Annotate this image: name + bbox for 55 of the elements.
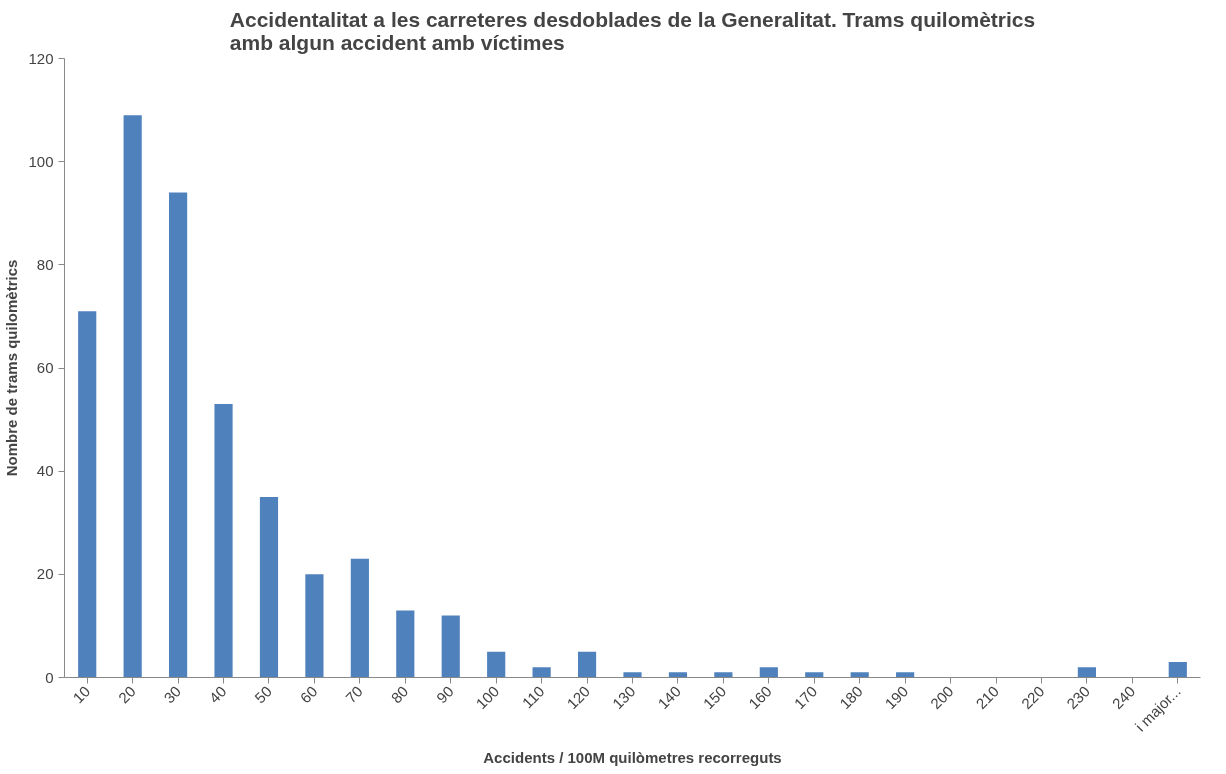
bar	[259, 496, 279, 678]
bar	[441, 615, 460, 678]
x-tick-label: 50	[251, 682, 275, 707]
x-tick-label: 10	[69, 682, 94, 707]
x-tick-label: 90	[432, 682, 457, 707]
bar	[214, 404, 233, 678]
x-tick-label: 220	[1017, 682, 1048, 713]
bar	[305, 574, 324, 678]
bar	[1168, 662, 1187, 678]
bar	[805, 672, 824, 678]
x-tick-label: 30	[160, 682, 185, 707]
x-tick-label: 160	[745, 682, 775, 713]
x-tick-label: 150	[699, 682, 730, 713]
chart-title: Accidentalitat a les carreteres desdoblades de la Generalitat. Trams quilomètrics amb algun accident amb víctimes	[229, 7, 1036, 54]
bar	[714, 672, 733, 678]
x-tick-label: 180	[835, 682, 866, 713]
x-tick-label: 60	[296, 682, 321, 707]
x-tick-label: 20	[114, 682, 139, 707]
bar	[759, 667, 778, 678]
x-tick-label: 230	[1063, 682, 1093, 713]
bar	[623, 672, 642, 678]
bar	[668, 672, 688, 678]
bar	[78, 311, 97, 678]
y-axis-title: Nombre de trams quilomètrics	[3, 259, 21, 477]
bar	[532, 667, 551, 678]
x-tick-label: 190	[881, 682, 912, 713]
bar	[577, 651, 597, 678]
bar	[896, 672, 915, 678]
y-tick-label: 40	[36, 462, 54, 480]
bar	[350, 558, 369, 678]
y-tick-label: 0	[45, 668, 54, 686]
y-tick-label: 120	[28, 49, 54, 67]
bar	[850, 672, 869, 678]
y-tick-label: 60	[36, 359, 54, 376]
x-tick-label: 110	[518, 682, 548, 712]
x-tick-label: 210	[972, 682, 1003, 713]
x-axis-title: Accidents / 100M quilòmetres recorreguts	[483, 748, 782, 766]
x-tick-label: 130	[608, 682, 639, 713]
x-tick-label: 140	[654, 682, 684, 713]
x-tick-label: 240	[1108, 682, 1139, 713]
y-tick-label: 20	[36, 565, 54, 583]
bar	[396, 610, 415, 678]
x-tick-label: 100	[472, 682, 503, 713]
y-tick-label: 80	[36, 255, 54, 273]
x-tick-label: 170	[790, 682, 821, 713]
bar	[123, 115, 142, 678]
x-tick-label: 80	[387, 682, 412, 707]
x-tick-label: 40	[205, 682, 230, 707]
bar	[1077, 667, 1096, 678]
bar	[169, 192, 188, 678]
x-tick-label: 200	[926, 682, 957, 713]
bar	[487, 651, 506, 678]
y-tick-label: 100	[28, 152, 54, 170]
x-tick-label: 70	[342, 682, 366, 707]
x-tick-label: 120	[563, 682, 594, 713]
